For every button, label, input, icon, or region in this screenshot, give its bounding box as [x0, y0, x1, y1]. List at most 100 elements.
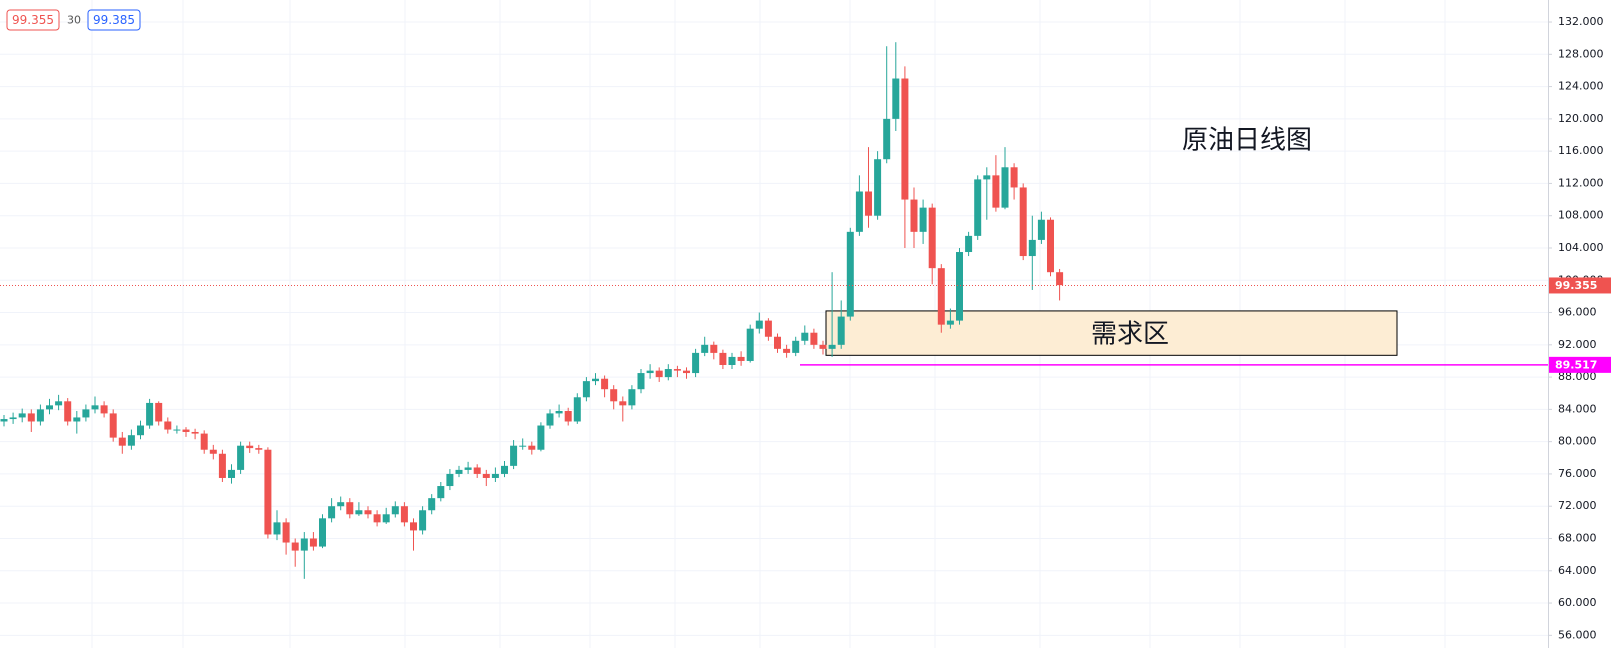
candle-body: [683, 370, 690, 374]
candle-body: [956, 252, 963, 321]
candle-body: [173, 429, 181, 431]
candle-body: [100, 405, 108, 414]
candle-body: [491, 473, 499, 478]
candle-body: [319, 518, 326, 547]
candle-body: [837, 316, 845, 345]
candle-body: [992, 175, 1000, 208]
y-tick-label: 104.000: [1558, 241, 1604, 254]
candle-body: [564, 410, 572, 422]
candle-body: [291, 542, 299, 551]
candle-body: [892, 78, 900, 119]
candle-body: [1019, 187, 1027, 257]
candle-body: [255, 448, 263, 450]
candle-body: [36, 409, 44, 422]
candle-body: [182, 429, 190, 432]
candle-body: [73, 417, 81, 422]
candle-body: [355, 510, 363, 515]
candle-body: [382, 514, 390, 523]
candle-body: [810, 332, 818, 345]
candle-body: [127, 435, 135, 446]
candle-body: [400, 506, 408, 523]
candle-body: [592, 378, 599, 382]
candle-body: [737, 356, 745, 361]
candle-body: [555, 410, 563, 414]
candle-body: [218, 453, 226, 478]
candle-body: [300, 538, 308, 551]
candle-body: [82, 409, 90, 418]
candle-body: [482, 473, 490, 478]
overlay: 99.355 89.517: [0, 277, 1611, 373]
candle-body: [18, 413, 26, 418]
candle-body: [865, 191, 872, 216]
candle-body: [874, 159, 882, 216]
candle-body: [1047, 219, 1054, 273]
candle-body: [573, 397, 581, 422]
y-tick-label: 112.000: [1558, 176, 1604, 189]
candle-body: [510, 445, 518, 466]
candle-body: [546, 413, 554, 426]
candle-body: [273, 522, 281, 535]
last-price-badge: [1549, 277, 1611, 294]
y-tick-label: 68.000: [1558, 531, 1597, 544]
candle-body: [246, 445, 254, 449]
candle-body: [783, 348, 791, 353]
candle-body: [437, 486, 445, 499]
candle-body: [282, 522, 290, 543]
y-tick-label: 56.000: [1558, 628, 1597, 641]
candle-body: [64, 401, 72, 422]
level-label: 89.517: [1555, 358, 1597, 371]
y-tick-label: 124.000: [1558, 80, 1604, 93]
candle-body: [137, 425, 144, 436]
candle-body: [946, 320, 954, 325]
candle-body: [673, 369, 681, 371]
candle-body: [155, 402, 163, 422]
candle-body: [910, 199, 918, 232]
candle-body: [237, 445, 245, 470]
candle-body: [701, 344, 709, 353]
candle-body: [200, 433, 208, 450]
y-tick-label: 84.000: [1558, 402, 1597, 415]
candle-body: [146, 402, 154, 426]
candle-body: [692, 352, 700, 374]
candle-body: [328, 506, 336, 519]
last-price-label: 99.355: [1555, 279, 1597, 292]
candle-body: [391, 506, 399, 515]
y-tick-label: 76.000: [1558, 467, 1597, 480]
candle-body: [410, 522, 417, 531]
y-tick-label: 132.000: [1558, 15, 1604, 28]
y-tick-label: 96.000: [1558, 306, 1597, 319]
candle-body: [655, 370, 663, 378]
demand-zone: [825, 310, 1398, 356]
candle-body: [309, 538, 317, 547]
candle-body: [1037, 219, 1045, 240]
candle-body: [610, 389, 618, 402]
candle-body: [455, 469, 463, 474]
candle-body: [337, 502, 345, 507]
candle-body: [228, 469, 235, 478]
y-tick-label: 108.000: [1558, 209, 1604, 222]
y-tick-label: 64.000: [1558, 564, 1597, 577]
candle-body: [1010, 167, 1018, 188]
y-tick-label: 80.000: [1558, 435, 1597, 448]
candle-body: [774, 336, 781, 349]
candle-body: [55, 401, 63, 406]
bid: 99.355: [12, 13, 54, 27]
candle-body: [1001, 167, 1009, 208]
y-tick-label: 92.000: [1558, 338, 1597, 351]
candle-body: [637, 373, 645, 390]
candle-body: [501, 465, 508, 474]
candle-body: [965, 235, 973, 253]
candle-body: [937, 268, 945, 325]
candle-body: [164, 421, 172, 430]
y-tick-label: 116.000: [1558, 144, 1604, 157]
candle-body: [646, 370, 654, 374]
candle-body: [764, 320, 772, 337]
candle-body: [346, 502, 354, 515]
candle-body: [619, 401, 627, 406]
candle-body: [446, 473, 454, 487]
zone-label: 需求区: [1091, 320, 1169, 350]
candle-body: [582, 381, 590, 398]
candle-body: [419, 510, 427, 531]
candle-body: [601, 378, 609, 390]
